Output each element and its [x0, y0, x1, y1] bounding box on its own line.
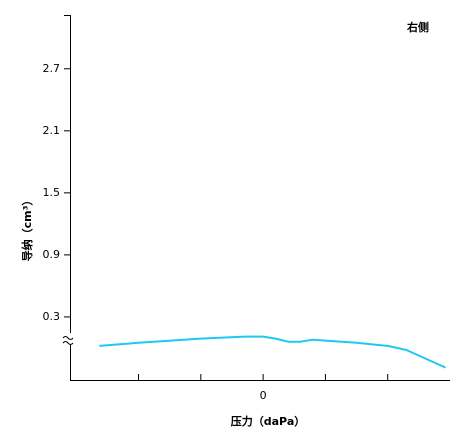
x-tick-label: 0: [260, 389, 267, 402]
y-axis-label: 导纳（cm³）: [20, 195, 34, 262]
y-tick-label: 1.5: [43, 186, 61, 199]
y-tick-label: 0.9: [43, 248, 61, 261]
axis-break: [62, 333, 76, 345]
x-axis-label: 压力（daPa）: [231, 414, 306, 428]
y-tick-label: 2.7: [43, 62, 61, 75]
data-line: [99, 335, 447, 369]
y-tick-label: 2.1: [43, 124, 61, 137]
y-tick-label: 0.3: [43, 310, 61, 323]
chart-title: 右侧: [406, 20, 429, 34]
